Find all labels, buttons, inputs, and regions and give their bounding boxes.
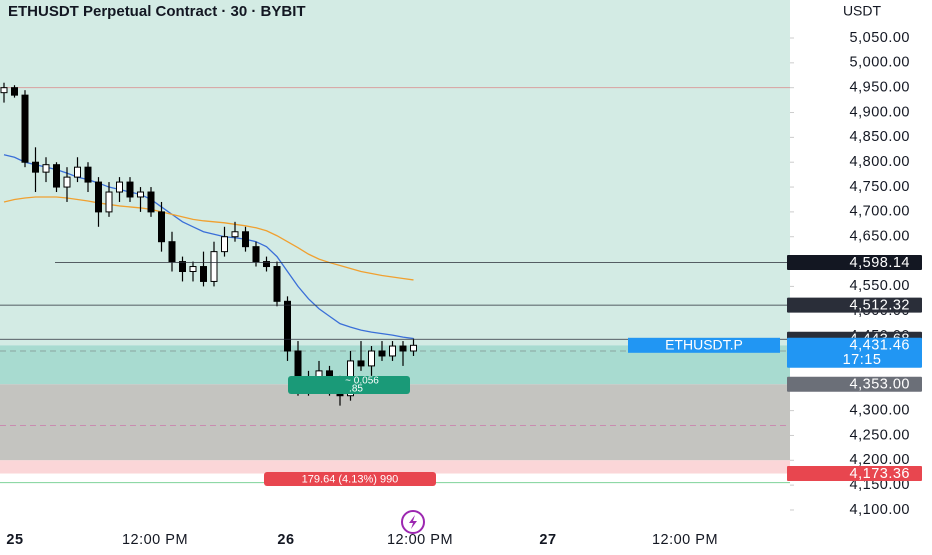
candle-body: [116, 181, 123, 193]
candle-body: [273, 266, 281, 302]
x-tick-label: 25: [6, 532, 23, 548]
chart-title: ETHUSDT Perpetual Contract · 30 · BYBIT: [8, 3, 306, 20]
x-tick-label: 12:00 PM: [122, 532, 188, 548]
range-box: [264, 472, 436, 486]
candle-body: [263, 261, 270, 268]
price-tag-label: 4,353.00: [850, 377, 910, 393]
zone: [0, 384, 790, 461]
symbol-tag: [628, 337, 780, 353]
price-tag: [787, 297, 922, 313]
candle-body: [32, 161, 39, 173]
candle-body: [231, 231, 239, 238]
unit-label: USDT: [843, 3, 882, 19]
y-tick-label: 4,800.00: [850, 154, 910, 170]
candle-body: [105, 191, 113, 213]
candle-body: [84, 166, 92, 183]
y-tick-label: 4,700.00: [850, 204, 910, 220]
candle-body: [189, 266, 197, 273]
candle-body: [0, 87, 8, 94]
candle-body: [53, 164, 60, 188]
range-label: 179.64 (4.13%) 990: [302, 473, 399, 485]
candle-body: [95, 181, 102, 213]
candle-body: [368, 350, 375, 367]
candle-body: [252, 246, 260, 263]
symbol-tag-label: ETHUSDT.P: [665, 337, 743, 353]
candle-body: [137, 191, 144, 198]
x-tick-label: 27: [539, 532, 556, 548]
countdown: 17:15: [843, 352, 882, 368]
candle-body: [11, 87, 18, 96]
price-tag-label: 4,512.32: [850, 297, 910, 313]
candle-body: [284, 300, 291, 352]
candle-body: [399, 345, 407, 352]
price-tag: [787, 254, 922, 270]
x-tick-label: 12:00 PM: [652, 532, 718, 548]
y-tick-label: 4,100.00: [850, 502, 910, 518]
y-tick-label: 4,750.00: [850, 179, 910, 195]
x-tick-label: 12:00 PM: [387, 532, 453, 548]
zone: [0, 460, 790, 474]
price-axis: [790, 0, 932, 550]
price-tag-label: 4,598.14: [850, 255, 910, 271]
candle-body: [179, 261, 186, 273]
candle-body: [168, 241, 176, 263]
position-note: ~ 0.056: [345, 376, 379, 387]
candle-body: [21, 94, 29, 163]
position-box: [288, 376, 410, 394]
price-tag: [787, 337, 922, 368]
y-tick-label: 5,000.00: [850, 55, 910, 71]
time-axis: [0, 530, 790, 550]
lightning-icon[interactable]: [401, 510, 425, 534]
candle-body: [42, 164, 50, 173]
y-tick-label: 4,650.00: [850, 229, 910, 245]
candle-body: [74, 166, 81, 178]
position-note: .85: [349, 384, 363, 395]
candle-body: [242, 231, 249, 248]
candle-body: [63, 176, 71, 188]
price-tag: [787, 466, 922, 482]
moving-average: [3, 196, 414, 281]
x-tick-label: 26: [277, 532, 294, 548]
y-tick-label: 5,050.00: [850, 30, 910, 46]
candle-body: [200, 266, 207, 282]
icon-ring[interactable]: [401, 510, 425, 534]
price-tag-label: 4,173.36: [850, 466, 910, 482]
candle-body: [389, 345, 396, 357]
zone: [0, 0, 790, 346]
y-tick-label: 4,300.00: [850, 402, 910, 418]
candle-body: [221, 236, 228, 253]
candle-body: [378, 350, 386, 357]
icon-bolt[interactable]: [409, 515, 417, 529]
price-tag: [787, 376, 922, 392]
candle-body: [210, 251, 218, 282]
y-tick-label: 4,200.00: [850, 452, 910, 468]
plot-area: [0, 0, 790, 484]
candle-body: [147, 191, 155, 213]
price-tag-label: 4,431.46: [850, 338, 910, 354]
y-tick-label: 4,900.00: [850, 104, 910, 120]
y-tick-label: 4,950.00: [850, 80, 910, 96]
y-tick-label: 4,850.00: [850, 129, 910, 145]
candle-body: [357, 360, 365, 367]
y-tick-label: 4,250.00: [850, 427, 910, 443]
y-tick-label: 4,550.00: [850, 278, 910, 294]
candle-body: [410, 344, 417, 352]
candle-body: [158, 211, 165, 243]
candle-body: [126, 181, 134, 198]
moving-average: [3, 154, 414, 340]
